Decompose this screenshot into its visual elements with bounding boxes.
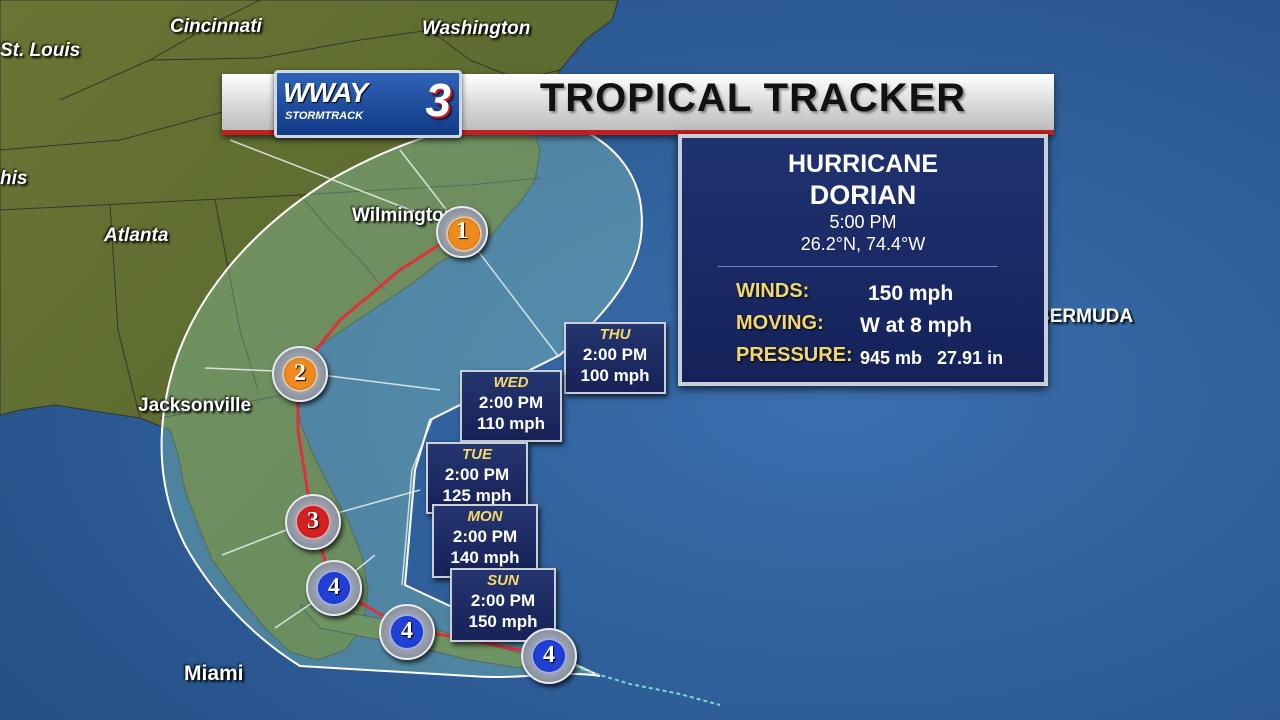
storm-category: 4 bbox=[401, 618, 413, 644]
city-washington: Washington bbox=[422, 18, 531, 39]
forecast-day: SUN bbox=[487, 572, 519, 589]
forecast-wind: 140 mph bbox=[450, 548, 520, 567]
storm-marker: 1 bbox=[436, 206, 488, 258]
pressure-value: 945 mb 27.91 in bbox=[860, 348, 1004, 368]
storm-category: 4 bbox=[328, 574, 340, 600]
logo-number: 3 bbox=[425, 74, 451, 126]
storm-category: 1 bbox=[456, 218, 468, 244]
city-wilmington: Wilmington bbox=[352, 205, 456, 226]
city-cincinnati: Cincinnati bbox=[170, 16, 262, 37]
forecast-box-mon: MON 2:00 PM 140 mph bbox=[432, 504, 538, 578]
pressure-label: PRESSURE: bbox=[736, 344, 853, 366]
city-atlanta: Atlanta bbox=[104, 225, 169, 246]
moving-value: W at 8 mph bbox=[860, 314, 973, 337]
forecast-time: 2:00 PM bbox=[452, 527, 518, 546]
storm-info-panel: HURRICANE DORIAN 5:00 PM 26.2°N, 74.4°W … bbox=[678, 134, 1048, 386]
forecast-day: TUE bbox=[462, 446, 492, 463]
storm-track bbox=[296, 228, 550, 658]
hurricane-icon bbox=[295, 504, 331, 540]
forecast-box-thu: THU 2:00 PM 100 mph bbox=[564, 322, 666, 394]
storm-category: 4 bbox=[543, 642, 555, 668]
page-title: TROPICAL TRACKER bbox=[539, 76, 967, 120]
forecast-time: 2:00 PM bbox=[478, 393, 544, 412]
forecast-day: MON bbox=[467, 508, 503, 525]
storm-marker: 2 bbox=[272, 346, 328, 402]
station-logo: WWAY STORMTRACK 3 bbox=[274, 70, 462, 138]
forecast-time: 2:00 PM bbox=[444, 465, 510, 484]
storm-position: 26.2°N, 74.4°W bbox=[800, 234, 926, 254]
hurricane-icon bbox=[531, 638, 567, 674]
hurricane-icon bbox=[446, 216, 482, 252]
hurricane-icon bbox=[389, 614, 425, 650]
forecast-wind: 110 mph bbox=[476, 414, 546, 433]
hurricane-icon bbox=[316, 570, 352, 606]
forecast-box-wed: WED 2:00 PM 110 mph bbox=[460, 370, 562, 442]
forecast-cone bbox=[160, 116, 643, 678]
hurricane-icon bbox=[282, 356, 318, 392]
forecast-box-tue: TUE 2:00 PM 125 mph bbox=[426, 442, 528, 514]
winds-label: WINDS: bbox=[736, 280, 810, 302]
forecast-day: THU bbox=[599, 326, 631, 343]
forecast-day: WED bbox=[493, 374, 529, 391]
city-memphis: his bbox=[0, 168, 28, 189]
forecast-wind: 150 mph bbox=[468, 612, 538, 631]
storm-category: 3 bbox=[307, 508, 319, 534]
land-mass bbox=[0, 0, 619, 661]
logo-subtitle: STORMTRACK bbox=[285, 110, 364, 122]
storm-marker: 3 bbox=[285, 494, 341, 550]
past-track bbox=[548, 655, 721, 706]
winds-value: 150 mph bbox=[868, 282, 954, 305]
city-st-louis: St. Louis bbox=[0, 40, 81, 61]
logo-wordmark: WWAY bbox=[283, 77, 368, 108]
storm-marker: 4 bbox=[379, 604, 435, 660]
info-separator bbox=[718, 266, 998, 267]
city-jacksonville: Jacksonville bbox=[138, 395, 252, 416]
forecast-time: 2:00 PM bbox=[470, 591, 536, 610]
storm-marker: 4 bbox=[521, 628, 577, 684]
forecast-box-sun: SUN 2:00 PM 150 mph bbox=[450, 568, 556, 642]
forecast-time: 2:00 PM bbox=[582, 345, 648, 364]
advisory-time: 5:00 PM bbox=[829, 212, 897, 232]
city-miami: Miami bbox=[184, 662, 244, 685]
storm-name: DORIAN bbox=[809, 180, 917, 210]
moving-label: MOVING: bbox=[736, 312, 824, 334]
storm-category: 2 bbox=[294, 360, 306, 386]
forecast-wind: 125 mph bbox=[442, 486, 512, 505]
city-bermuda: BERMUDA bbox=[1036, 306, 1134, 327]
storm-marker: 4 bbox=[306, 560, 362, 616]
storm-type: HURRICANE bbox=[788, 150, 938, 178]
forecast-wind: 100 mph bbox=[580, 366, 650, 385]
forecast-cone-inner bbox=[401, 419, 433, 586]
